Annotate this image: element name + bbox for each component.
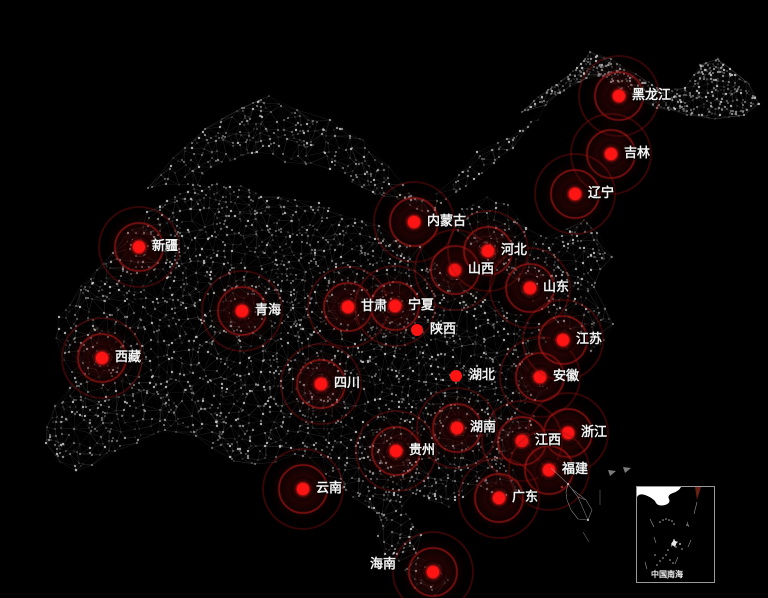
svg-text:中国南海: 中国南海 xyxy=(651,569,683,579)
